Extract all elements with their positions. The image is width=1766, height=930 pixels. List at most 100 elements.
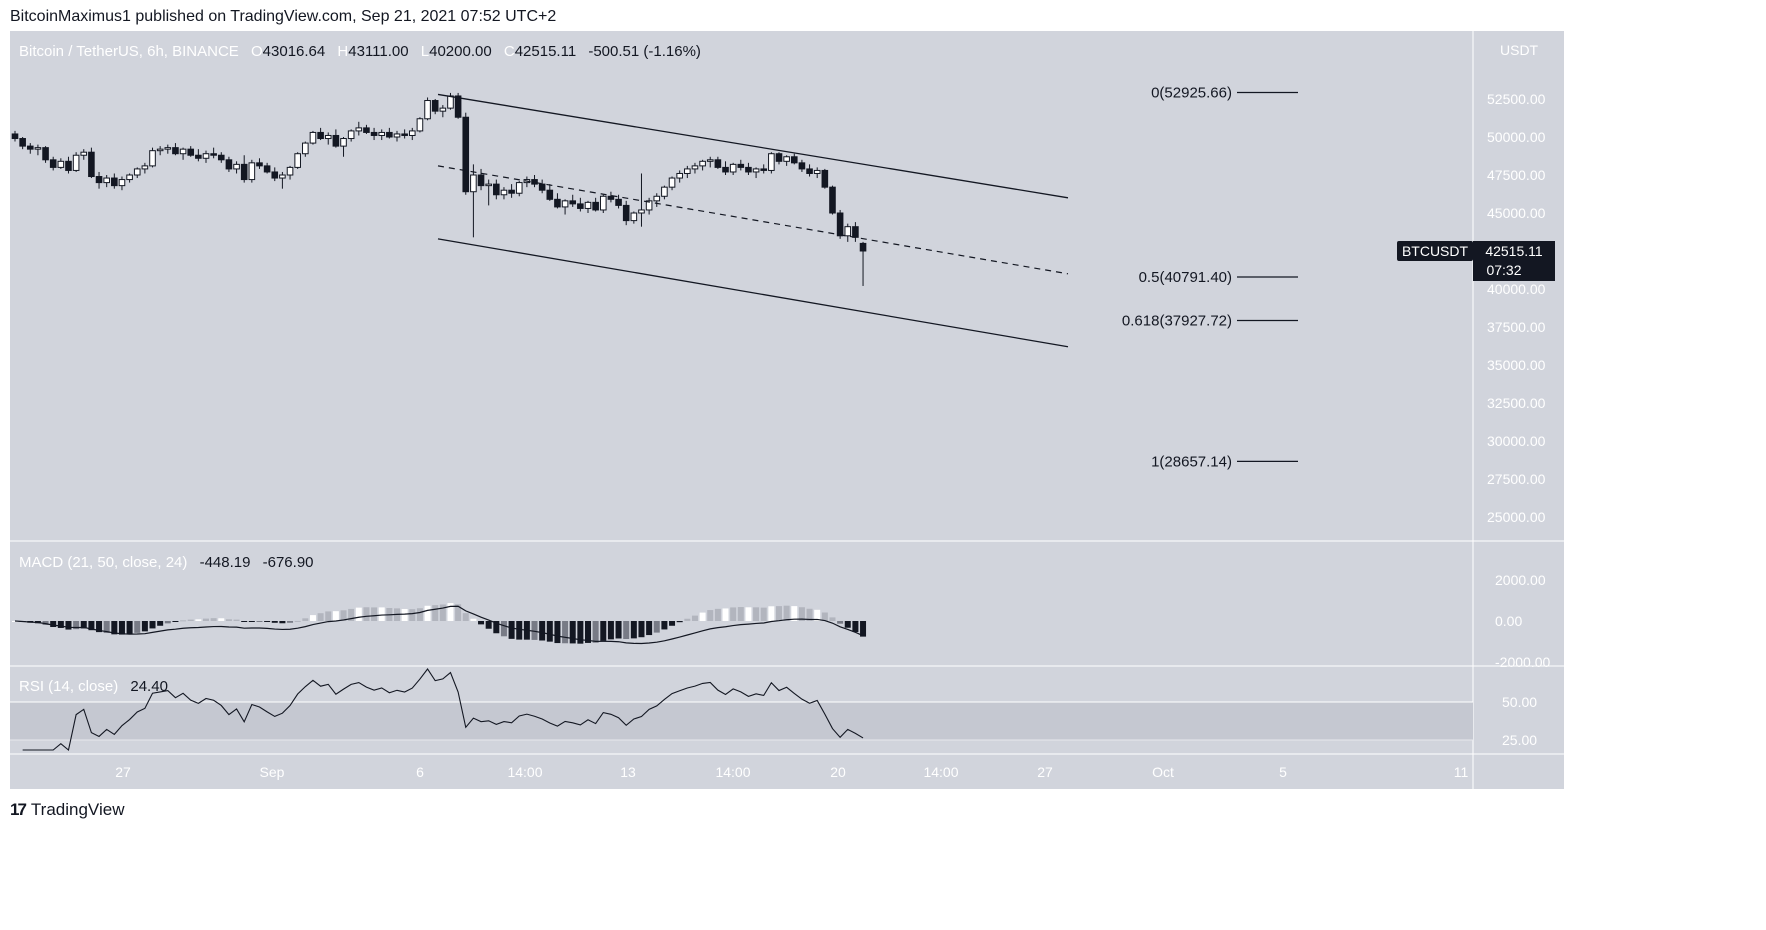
candle-down[interactable] bbox=[111, 177, 118, 187]
candle-down[interactable] bbox=[836, 212, 844, 237]
candle-up[interactable] bbox=[118, 179, 126, 187]
candle-up[interactable] bbox=[813, 169, 821, 174]
candle-down[interactable] bbox=[806, 168, 813, 174]
candle-down[interactable] bbox=[798, 162, 806, 170]
channel-lower-line[interactable] bbox=[437, 238, 1069, 348]
candle-down[interactable] bbox=[462, 116, 470, 193]
candle-up[interactable] bbox=[57, 160, 65, 168]
candle-up[interactable] bbox=[149, 150, 156, 167]
candle-down[interactable] bbox=[49, 159, 57, 168]
candle-down[interactable] bbox=[592, 201, 599, 211]
candle-down[interactable] bbox=[431, 100, 439, 112]
candle-down[interactable] bbox=[508, 189, 515, 194]
candle-up[interactable] bbox=[164, 147, 172, 150]
candle-down[interactable] bbox=[263, 165, 271, 173]
candle-up[interactable] bbox=[684, 168, 691, 174]
candle-down[interactable] bbox=[332, 134, 340, 147]
candle-down[interactable] bbox=[775, 153, 783, 162]
candle-up[interactable] bbox=[286, 166, 294, 176]
candle-down[interactable] bbox=[622, 204, 630, 222]
candle-down[interactable] bbox=[172, 147, 179, 155]
candle-down[interactable] bbox=[95, 176, 103, 184]
candle-down[interactable] bbox=[829, 186, 836, 214]
candle-down[interactable] bbox=[240, 163, 248, 181]
candle-down[interactable] bbox=[546, 189, 554, 200]
candle-down[interactable] bbox=[454, 95, 462, 118]
candle-up[interactable] bbox=[34, 147, 42, 150]
candle-up[interactable] bbox=[309, 131, 317, 144]
candle-up[interactable] bbox=[500, 189, 508, 196]
candle-up[interactable] bbox=[447, 95, 454, 109]
candle-down[interactable] bbox=[714, 159, 722, 168]
candle-up[interactable] bbox=[676, 172, 683, 179]
candle-up[interactable] bbox=[156, 148, 164, 152]
candle-up[interactable] bbox=[340, 138, 347, 147]
candle-down[interactable] bbox=[737, 163, 745, 168]
candle-up[interactable] bbox=[783, 156, 790, 162]
candle-up[interactable] bbox=[485, 183, 492, 187]
candle-up[interactable] bbox=[599, 195, 607, 211]
candle-up[interactable] bbox=[470, 174, 477, 193]
candle-up[interactable] bbox=[126, 174, 133, 181]
candle-up[interactable] bbox=[645, 200, 653, 211]
chart-frame[interactable]: 52500.0050000.0047500.0045000.0042500.00… bbox=[10, 31, 1564, 789]
candle-up[interactable] bbox=[408, 130, 416, 136]
candle-down[interactable] bbox=[493, 183, 500, 196]
candle-up[interactable] bbox=[141, 165, 149, 170]
chart-canvas[interactable]: 52500.0050000.0047500.0045000.0042500.00… bbox=[10, 31, 1564, 789]
candle-down[interactable] bbox=[401, 133, 408, 136]
candle-down[interactable] bbox=[477, 174, 485, 187]
candle-up[interactable] bbox=[103, 177, 110, 184]
candle-down[interactable] bbox=[760, 168, 768, 171]
candle-up[interactable] bbox=[653, 195, 661, 202]
candle-down[interactable] bbox=[317, 131, 324, 140]
candle-down[interactable] bbox=[821, 169, 829, 188]
candle-down[interactable] bbox=[569, 200, 577, 205]
candle-up[interactable] bbox=[638, 209, 645, 214]
rsi-line[interactable] bbox=[22, 668, 864, 751]
channel-upper-line[interactable] bbox=[437, 93, 1069, 199]
candle-down[interactable] bbox=[195, 154, 202, 159]
symbol-name[interactable]: Bitcoin / TetherUS, 6h, BINANCE bbox=[19, 43, 239, 60]
candle-up[interactable] bbox=[80, 151, 88, 156]
candle-up[interactable] bbox=[233, 163, 240, 170]
candle-up[interactable] bbox=[515, 182, 523, 194]
candle-down[interactable] bbox=[225, 159, 233, 170]
macd-title[interactable]: MACD (21, 50, close, 24) bbox=[19, 554, 188, 571]
candle-up[interactable] bbox=[347, 130, 355, 140]
candle-down[interactable] bbox=[531, 179, 538, 185]
candle-up[interactable] bbox=[202, 153, 210, 159]
candle-up[interactable] bbox=[393, 133, 401, 138]
macd-line[interactable] bbox=[14, 605, 864, 645]
candle-down[interactable] bbox=[790, 156, 798, 164]
candle-down[interactable] bbox=[859, 242, 867, 252]
candle-down[interactable] bbox=[607, 195, 615, 200]
candle-up[interactable] bbox=[561, 200, 569, 208]
candle-up[interactable] bbox=[668, 177, 676, 188]
candle-down[interactable] bbox=[615, 198, 622, 206]
candle-up[interactable] bbox=[752, 168, 760, 173]
candle-up[interactable] bbox=[294, 153, 301, 168]
candle-up[interactable] bbox=[378, 131, 386, 136]
candle-up[interactable] bbox=[324, 134, 332, 140]
candle-down[interactable] bbox=[65, 160, 72, 171]
candle-down[interactable] bbox=[363, 127, 370, 133]
candle-up[interactable] bbox=[302, 142, 309, 155]
candle-down[interactable] bbox=[745, 166, 752, 173]
rsi-title[interactable]: RSI (14, close) bbox=[19, 678, 119, 695]
candle-up[interactable] bbox=[355, 127, 363, 132]
candle-up[interactable] bbox=[584, 201, 592, 209]
candle-up[interactable] bbox=[179, 148, 187, 155]
candle-down[interactable] bbox=[577, 203, 584, 209]
candle-up[interactable] bbox=[630, 212, 638, 222]
channel-middle-line[interactable] bbox=[437, 165, 1069, 275]
candle-up[interactable] bbox=[439, 107, 447, 112]
candle-up[interactable] bbox=[691, 165, 699, 170]
candle-down[interactable] bbox=[256, 162, 263, 167]
candle-down[interactable] bbox=[42, 147, 49, 161]
candle-up[interactable] bbox=[699, 160, 706, 167]
candle-down[interactable] bbox=[271, 171, 279, 179]
candle-down[interactable] bbox=[26, 145, 34, 150]
candle-down[interactable] bbox=[386, 131, 393, 138]
candle-up[interactable] bbox=[279, 174, 286, 179]
